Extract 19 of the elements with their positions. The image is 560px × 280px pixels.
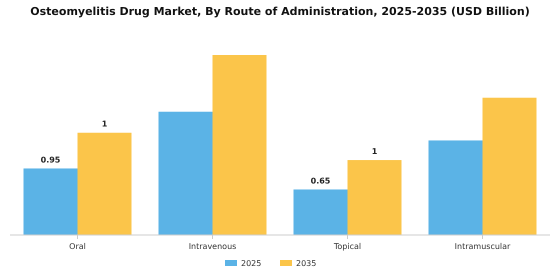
data-label: 0.65 (310, 176, 331, 186)
bar (348, 160, 402, 235)
bar (212, 55, 266, 235)
x-tick-label: Topical (332, 242, 362, 251)
bar (158, 112, 212, 235)
chart-title: Osteomyelitis Drug Market, By Route of Administration, 2025-2035 (USD Billion) (30, 5, 530, 18)
legend-label: 2025 (241, 259, 262, 268)
legend-label: 2035 (296, 259, 316, 268)
bar (482, 98, 536, 235)
bar (428, 140, 482, 235)
x-tick-label: Intravenous (188, 242, 236, 251)
bar (78, 132, 132, 235)
x-tick-label: Intramuscular (454, 242, 512, 251)
data-label: 1 (102, 120, 108, 129)
bar (294, 189, 348, 235)
bar (24, 168, 78, 235)
data-label: 1 (372, 147, 378, 156)
x-tick-label: Oral (69, 242, 86, 251)
data-label: 0.95 (40, 155, 61, 164)
